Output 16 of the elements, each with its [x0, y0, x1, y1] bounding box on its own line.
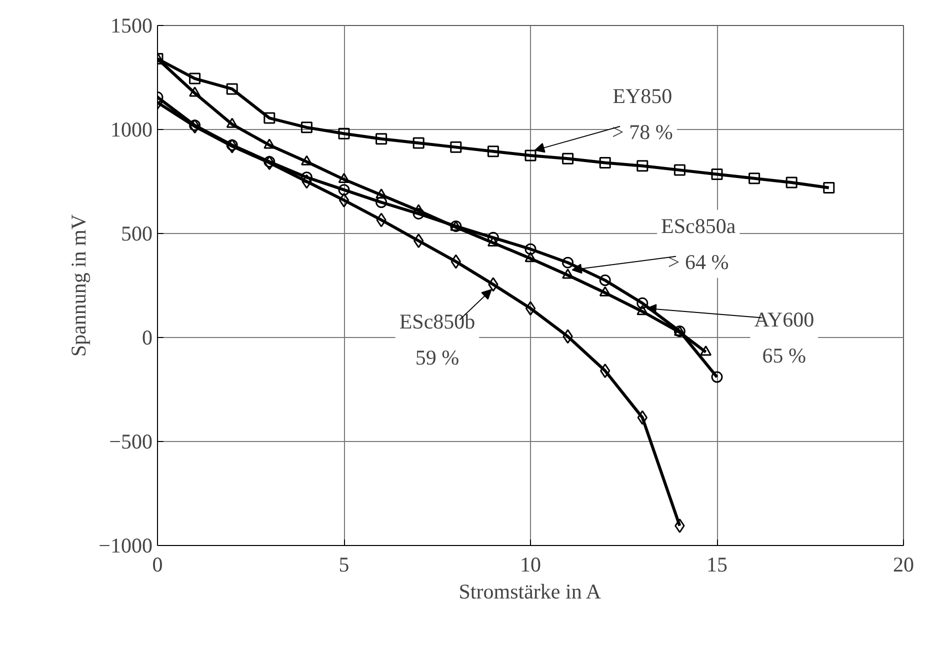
- annotation: EY850 > 78 %: [612, 84, 673, 144]
- annotation: ESc850b 59 %: [399, 310, 476, 370]
- y-tick-label: −500: [109, 430, 152, 454]
- annotation: AY600 65 %: [754, 308, 814, 368]
- x-tick-label: 5: [338, 552, 350, 576]
- x-tick-label: 15: [706, 552, 728, 576]
- annotation: ESc850a > 64 %: [661, 214, 736, 274]
- x-axis-title: Stromstärke in A: [458, 580, 602, 604]
- y-axis-title: Spannung in mV: [66, 214, 91, 357]
- x-tick-label: 10: [520, 552, 541, 576]
- y-tick-label: 500: [121, 222, 152, 246]
- y-tick-label: 1000: [110, 118, 152, 142]
- y-tick-label: 1500: [110, 14, 152, 38]
- x-tick-label: 20: [893, 552, 914, 576]
- y-tick-label: −1000: [98, 534, 152, 558]
- y-tick-label: 0: [142, 326, 152, 350]
